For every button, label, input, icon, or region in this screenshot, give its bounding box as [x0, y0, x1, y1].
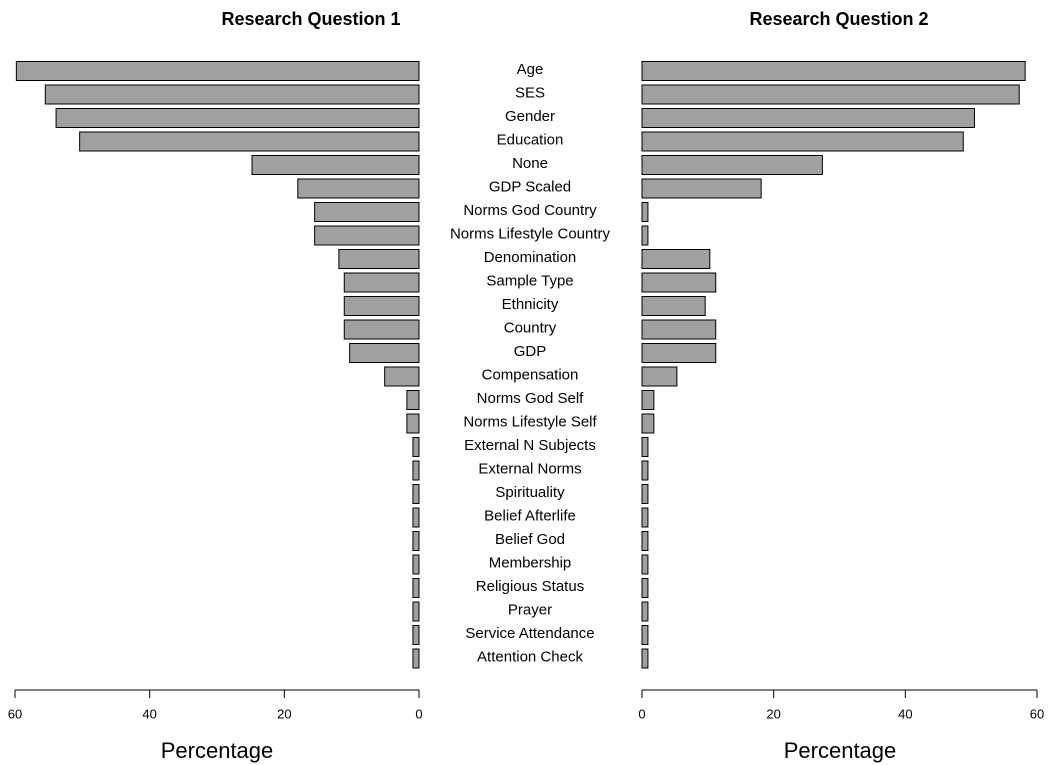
bar [641, 178, 762, 199]
category-label: Norms God Country [463, 202, 597, 219]
category-label: Gender [505, 108, 555, 125]
bar [338, 249, 420, 269]
bar [641, 554, 649, 575]
category-label: Compensation [482, 366, 579, 383]
bar [412, 507, 420, 528]
x-tick-label: 20 [766, 706, 780, 721]
bar [641, 648, 649, 669]
category-label: None [512, 155, 548, 172]
category-label: External Norms [478, 460, 581, 477]
category-label: Education [497, 131, 564, 148]
bar [406, 413, 420, 434]
bar [641, 249, 711, 269]
category-label: External N Subjects [464, 437, 596, 454]
bar [44, 84, 420, 105]
bar [406, 390, 420, 410]
bar [641, 296, 706, 316]
bar [412, 554, 420, 575]
category-label: SES [515, 84, 545, 101]
bar [641, 272, 717, 293]
bar [412, 648, 420, 669]
x-tick-label: 0 [638, 706, 645, 721]
bar [251, 155, 420, 175]
category-label: Attention Check [477, 648, 583, 665]
category-label: Belief Afterlife [484, 507, 576, 524]
bar [641, 202, 649, 222]
bar [343, 319, 420, 340]
bar [641, 601, 649, 622]
x-tick-label: 40 [142, 706, 156, 721]
bar [297, 178, 420, 199]
bar [641, 225, 649, 246]
bar [384, 366, 420, 387]
x-axis-label: Percentage [161, 738, 274, 763]
bar [641, 155, 823, 175]
category-label: Denomination [484, 249, 577, 266]
bar [79, 131, 420, 152]
bar [641, 366, 678, 387]
bar [343, 296, 420, 316]
category-label: Membership [489, 554, 572, 571]
bar [641, 507, 649, 528]
bar [641, 460, 649, 481]
bar [412, 531, 420, 551]
x-tick-label: 60 [1030, 706, 1044, 721]
bar [641, 319, 717, 340]
bar [412, 601, 420, 622]
bar [412, 578, 420, 598]
category-label: Spirituality [495, 484, 565, 501]
bar [641, 437, 649, 457]
category-label: Prayer [508, 601, 552, 618]
category-label: GDP Scaled [489, 178, 571, 195]
category-label: Service Attendance [465, 625, 594, 642]
bar [412, 484, 420, 504]
x-tick-label: 40 [898, 706, 912, 721]
bar [412, 625, 420, 645]
category-label: Ethnicity [502, 296, 559, 313]
bar [641, 625, 649, 645]
bar [641, 578, 649, 598]
category-label: Country [504, 319, 557, 336]
bar [15, 61, 420, 81]
bar [55, 108, 420, 128]
bar [314, 202, 420, 222]
x-tick-label: 20 [277, 706, 291, 721]
bar [641, 343, 717, 363]
bar [641, 531, 649, 551]
panel-title: Research Question 1 [221, 9, 400, 29]
category-label: Norms God Self [477, 390, 585, 407]
bar [641, 61, 1026, 81]
category-label: Norms Lifestyle Self [463, 413, 597, 430]
bar [641, 131, 964, 152]
category-label: Age [517, 61, 544, 78]
bar [412, 437, 420, 457]
category-label: Belief God [495, 531, 565, 548]
x-tick-label: 0 [415, 706, 422, 721]
bar [641, 84, 1020, 105]
x-tick-label: 60 [8, 706, 22, 721]
bar [343, 272, 420, 293]
category-label: Norms Lifestyle Country [450, 225, 611, 242]
category-label: Sample Type [486, 272, 573, 289]
category-label: Religious Status [476, 578, 584, 595]
bar [641, 390, 655, 410]
panel-title: Research Question 2 [749, 9, 928, 29]
x-axis-label: Percentage [784, 738, 897, 763]
bar [314, 225, 420, 246]
bar [641, 108, 975, 128]
category-label: GDP [514, 343, 547, 360]
bar [349, 343, 420, 363]
bar [412, 460, 420, 481]
bar [641, 484, 649, 504]
bar [641, 413, 655, 434]
